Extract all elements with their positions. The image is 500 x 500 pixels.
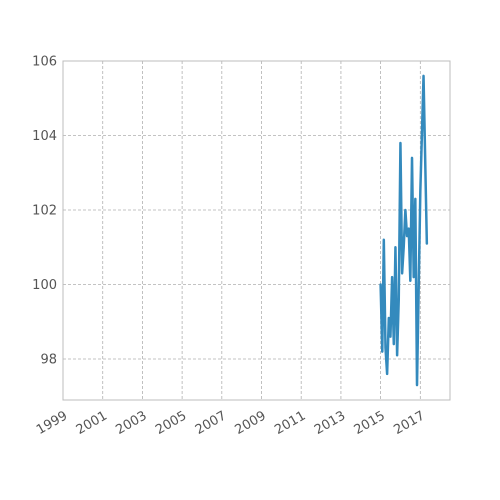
x-tick-label: 2003: [113, 408, 149, 438]
x-tick-label: 2015: [352, 408, 388, 438]
plot-area-frame: [62, 60, 451, 401]
x-tick-label: 2007: [193, 408, 229, 438]
x-tick-label: 2017: [391, 408, 427, 438]
x-tick-label: 2005: [153, 408, 189, 438]
y-tick-label: 98: [40, 353, 57, 368]
x-tick-label: 1999: [34, 408, 70, 438]
x-tick-label: 2001: [74, 408, 110, 438]
y-tick-label: 104: [32, 129, 57, 144]
x-tick-label: 2009: [233, 408, 269, 438]
y-axis-tick-labels: 98 100 102 104 106: [32, 55, 57, 368]
y-tick-label: 106: [32, 55, 57, 70]
series-layer: [379, 74, 429, 387]
x-tick-label: 2011: [272, 408, 308, 438]
grid-lines: [62, 60, 450, 400]
y-tick-label: 100: [32, 278, 57, 293]
y-tick-label: 102: [32, 204, 57, 219]
x-axis-tick-labels: 1999 2001 2003 2005 2007 2009 2011 2013 2015 2017: [34, 408, 427, 438]
series-line: [379, 74, 429, 387]
x-tick-label: 2013: [312, 408, 348, 438]
